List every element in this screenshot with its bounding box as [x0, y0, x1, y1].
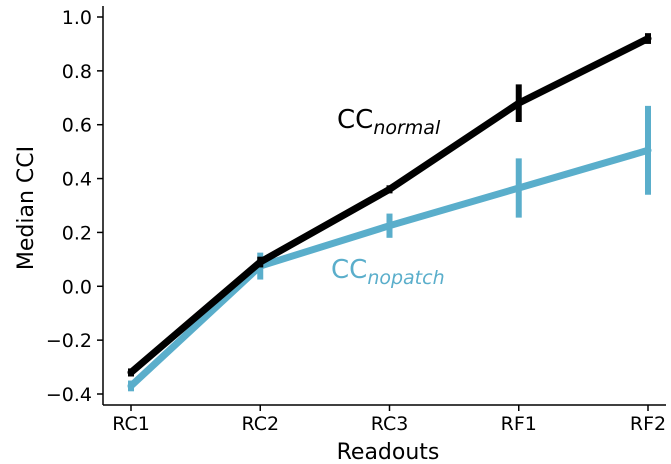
x-axis: RC1 RC2 RC3 RF1 RF2 [103, 404, 666, 435]
series-label-normal-main: CC [337, 105, 373, 135]
y-tick-label: 0.4 [62, 169, 92, 191]
series-normal [127, 33, 652, 377]
series-label-normal-sub: normal [373, 117, 441, 139]
y-tick-label: 0.6 [62, 115, 92, 137]
series-layer [127, 33, 652, 392]
y-tick-label: 1.0 [62, 7, 92, 29]
series-label-nopatch: CCnopatch [331, 255, 445, 289]
y-tick-label: −0.4 [46, 384, 92, 406]
x-tick-label: RC3 [371, 413, 409, 435]
series-label-nopatch-sub: nopatch [367, 267, 444, 289]
x-tick-label: RF1 [501, 413, 537, 435]
y-axis: −0.4 −0.2 0.0 0.2 0.4 0.6 0.8 1.0 [46, 6, 104, 406]
y-tick-label: 0.2 [62, 222, 92, 244]
x-axis-label: Readouts [337, 440, 440, 464]
x-tick-label: RC1 [112, 413, 150, 435]
series-label-normal: CCnormal [337, 105, 441, 139]
y-tick-label: 0.0 [62, 276, 92, 298]
y-axis-label: Median CCI [14, 146, 39, 270]
series-line-normal [127, 35, 652, 376]
x-tick-label: RF2 [630, 413, 666, 435]
y-tick-label: −0.2 [46, 330, 92, 352]
x-tick-label: RC2 [241, 413, 279, 435]
y-tick-label: 0.8 [62, 61, 92, 83]
series-nopatch [127, 105, 652, 392]
series-label-nopatch-main: CC [331, 255, 367, 285]
